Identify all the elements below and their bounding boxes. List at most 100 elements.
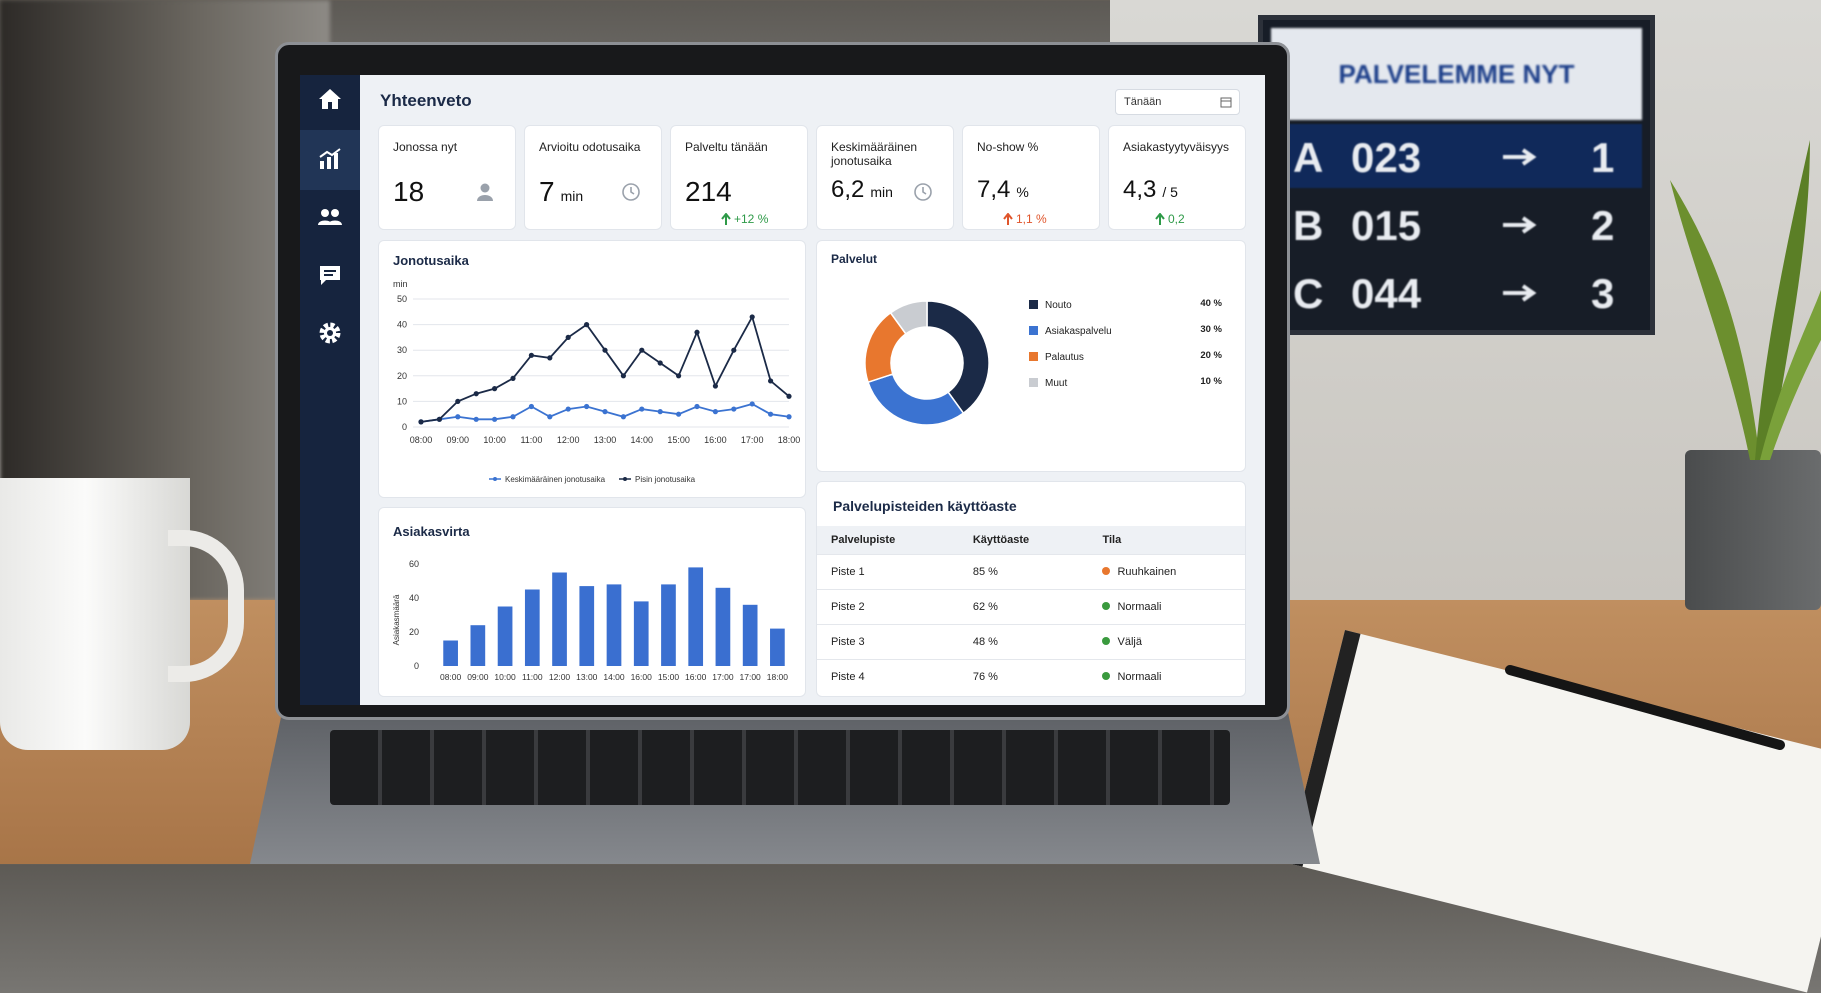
pen [1505,665,1785,750]
chart-card: Palvelut Nouto 40 % Asiakaspalvelu 30 % Palau… [816,240,1246,472]
board-number: 023 [1351,134,1422,181]
pie-slice [926,300,990,415]
board-number: 044 [1351,270,1422,317]
bar [470,625,486,666]
table-title: Palvelupisteiden käyttöaste [833,498,1017,514]
kpi-change: 1,1 % [1003,212,1047,226]
nav-analytics[interactable] [317,147,343,171]
data-point [731,406,737,412]
kpi-change: 0,2 [1155,212,1185,226]
y-tick-label: 30 [397,345,407,355]
legend-label: Palautus [1045,352,1084,363]
table-cell: Normaali [1088,659,1245,694]
chart-title: Jonotusaika [393,253,470,268]
table-body: Piste 1 85 % Ruuhkainen Piste 2 62 % Normaali… [817,554,1245,694]
bar [524,589,540,666]
kpi-label: Arvioitu odotusaika [539,140,641,154]
data-point [436,416,442,422]
data-point [676,411,682,417]
clock-icon [914,183,932,201]
sidebar [300,75,360,705]
cell-text: Piste 3 [831,636,865,648]
nav-home[interactable] [317,87,343,111]
donut-chart: Palvelut Nouto 40 % Asiakaspalvelu 30 % Palau… [831,252,1223,426]
x-tick-label: 18:00 [778,435,801,445]
nav-customers[interactable] [317,205,343,229]
x-tick-label: 17:00 [740,672,762,682]
column-header: Tila [1088,526,1245,555]
bar [497,606,513,666]
table-cell: Piste 2 [817,589,959,625]
data-point [492,386,498,392]
x-tick-label: 10:00 [494,672,516,682]
kpi-change-value: 0,2 [1168,212,1185,226]
board-counter: 3 [1591,270,1615,317]
data-point [455,414,461,420]
kpi-card: Keskimääräinen jonotusaika 6,2 min [816,125,954,230]
cell-text: Väljä [1117,636,1142,648]
kpi-value: 18 [393,176,425,207]
x-tick-label: 15:00 [667,435,690,445]
kpi-value-row: 4,3 / 5 [1123,176,1178,204]
chart-title: Asiakasvirta [393,524,470,539]
table-row: Piste 1 85 % Ruuhkainen [817,554,1245,590]
kpi-change-value: +12 % [734,212,769,226]
table-card: Palvelupisteiden käyttöaste Palvelupiste… [816,481,1246,697]
kpi-value-row: 6,2 min [831,176,893,204]
arrow-icon [1503,148,1537,166]
date-picker[interactable]: Tänään [1115,89,1240,115]
legend-swatch-dot [623,477,627,481]
x-tick-label: 16:00 [685,672,707,682]
data-point [492,416,498,422]
board-counter: 1 [1591,134,1615,181]
data-point [565,334,571,340]
kpi-card: Asiakastyytyväisyys 4,3 / 5 0,2 [1108,125,1246,230]
nav-settings[interactable] [317,321,343,345]
x-tick-label: 08:00 [440,672,462,682]
kpi-label: Asiakastyytyväisyys [1123,140,1230,154]
board-row: B 015 2 [1271,192,1642,256]
data-point [639,347,645,353]
x-tick-label: 11:00 [522,672,543,682]
x-tick-label: 13:00 [594,435,617,445]
x-tick-label: 09:00 [467,672,489,682]
column-header: Palvelupiste [817,526,959,555]
y-tick-label: 40 [397,320,407,330]
table-cell: 48 % [958,624,1089,660]
cell-text: Normaali [1117,601,1162,613]
kpi-card: Jonossa nyt 18 [378,125,516,230]
data-point [694,403,700,410]
legend-label: Asiakaspalvelu [1045,326,1112,337]
data-point [639,406,645,412]
board-letter: B [1293,202,1324,249]
nav-messages[interactable] [317,263,343,287]
data-point [602,347,608,353]
data-point [565,406,571,412]
x-tick-label: 17:00 [741,435,764,445]
table-row: Piste 3 48 % Väljä [817,624,1245,660]
table-cell: Piste 3 [817,624,959,660]
x-tick-label: 12:00 [557,435,580,445]
board-letter: A [1293,134,1324,181]
kpi-change-value: 1,1 % [1016,212,1047,226]
column-header: Käyttöaste [958,526,1089,555]
chart-title: Palvelut [831,252,877,266]
cell-text: 48 % [972,636,998,648]
pie-slice [867,373,965,426]
kpi-label: No-show % [977,140,1039,154]
dashboard: Yhteenveto Tänään Jonossa nyt 18 Arvioit… [300,75,1265,705]
line-chart: Jonotusaika min 0 10 20 30 40 50 08:00 09:00 10:00… [393,253,801,484]
y-tick-label: 10 [397,396,407,406]
kpi-change: +12 % [721,212,768,226]
coffee-mug [0,478,190,750]
data-point [731,347,737,353]
bar [661,584,676,666]
table-row: Piste 2 62 % Normaali [817,589,1245,625]
y-axis-label: Asiakasmäärä [392,594,401,645]
x-tick-label: 10:00 [483,435,506,445]
board-letter: C [1293,270,1324,317]
data-point [418,419,424,425]
legend-swatch [1029,378,1038,387]
display-board: PALVELEMME NYT A 023 1 B 015 2 C 044 3 [1258,15,1655,335]
